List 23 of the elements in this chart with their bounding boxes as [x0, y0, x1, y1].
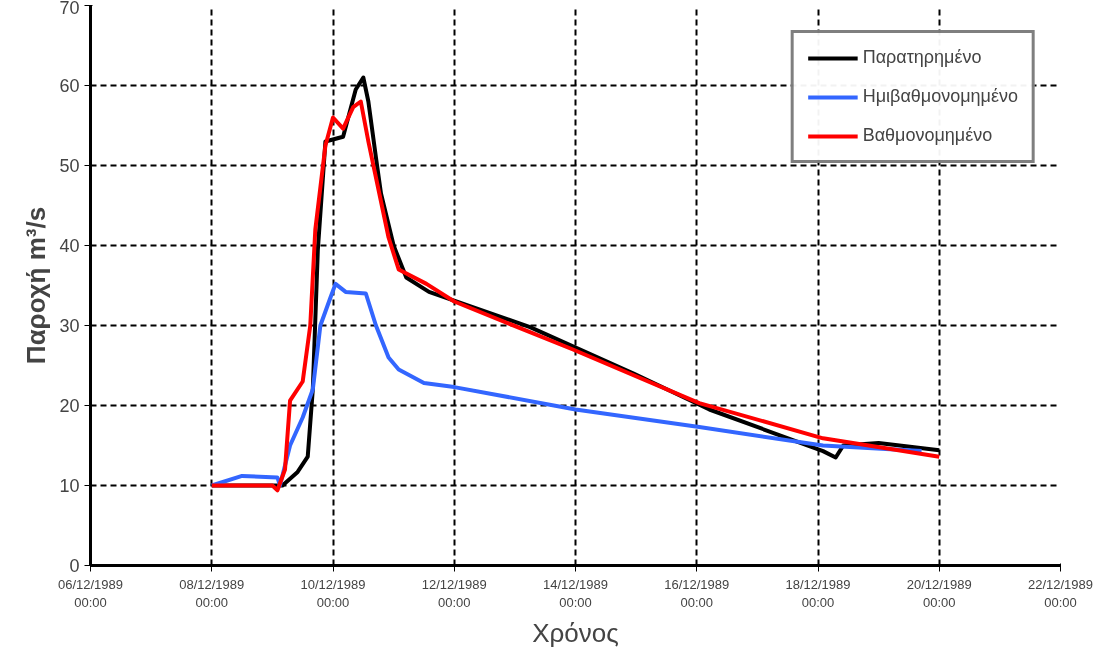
- x-tick-label: 18/12/1989 00:00: [785, 576, 851, 610]
- y-axis-title: Παροχή m³/s: [21, 206, 52, 365]
- x-tick-label: 06/12/1989 00:00: [57, 576, 124, 610]
- legend-label: Παρατηρημένο: [862, 47, 982, 68]
- y-tick-label: 40: [59, 236, 80, 256]
- x-tick-label: 14/12/1989 00:00: [542, 576, 609, 610]
- x-tick-label: 20/12/1989 00:00: [906, 576, 972, 610]
- y-tick-label: 50: [59, 156, 80, 176]
- x-tick-label: 16/12/1989 00:00: [664, 576, 730, 610]
- x-axis-title: Χρόνος: [532, 617, 619, 648]
- line-series: [209, 281, 924, 488]
- x-tick-label: 08/12/1989 00:00: [179, 576, 245, 610]
- y-tick-label: 0: [69, 556, 80, 576]
- y-tick-label: 30: [59, 316, 80, 336]
- x-tick-label: 10/12/1989 00:00: [300, 576, 366, 610]
- x-tick-label: 12/12/1989 00:00: [421, 576, 487, 610]
- y-tick-label: 20: [59, 396, 80, 416]
- y-tick-label: 60: [59, 76, 80, 96]
- y-tick-label: 70: [59, 0, 80, 18]
- y-tick-label: 10: [59, 476, 80, 496]
- legend-label: Βαθμονομημένο: [862, 125, 993, 146]
- legend-label: Ημιβαθμονομημένο: [862, 86, 1018, 107]
- x-tick-label: 22/12/1989 00:00: [1027, 576, 1094, 610]
